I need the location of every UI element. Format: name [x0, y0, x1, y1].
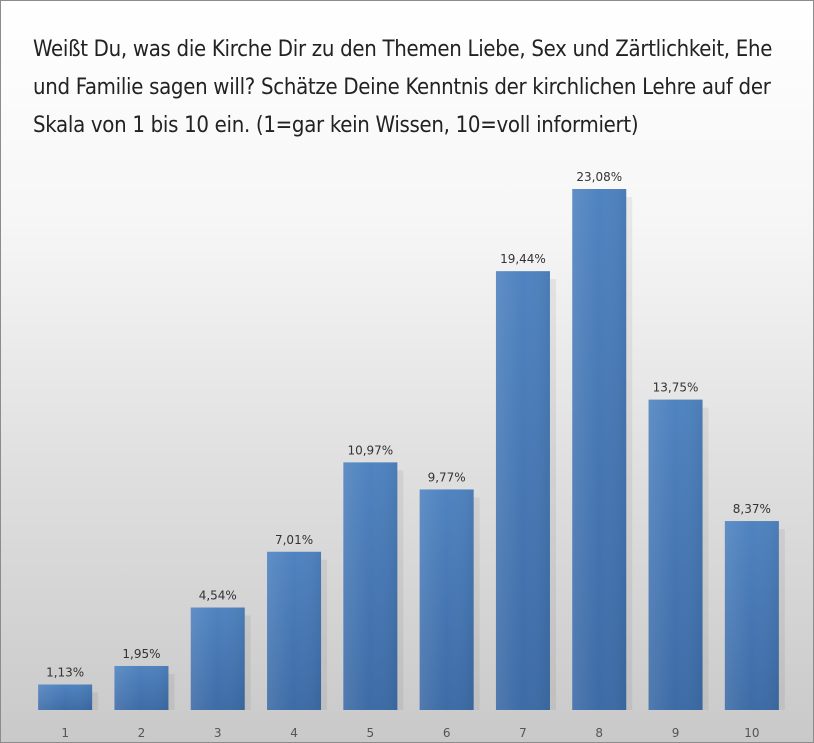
bar-highlight	[267, 551, 322, 710]
tick-label-7: 7	[519, 726, 527, 740]
data-label-5: 10,97%	[347, 443, 393, 457]
tick-label-9: 9	[672, 726, 680, 740]
bar-highlight	[190, 607, 245, 710]
bar-highlight	[419, 489, 474, 710]
tick-label-10: 10	[744, 726, 759, 740]
chart-title: Weißt Du, was die Kirche Dir zu den Them…	[33, 37, 773, 138]
data-labels: 1,13% 1,95% 4,54% 7,01% 10,97% 9,77% 19,44% 23,…	[46, 170, 771, 679]
tick-label-1: 1	[61, 726, 69, 740]
tick-label-3: 3	[214, 726, 222, 740]
bar-highlight	[495, 271, 550, 710]
bar-highlight	[648, 399, 703, 710]
data-label-3: 4,54%	[199, 589, 237, 603]
data-label-4: 7,01%	[275, 533, 313, 547]
data-label-9: 13,75%	[653, 381, 699, 395]
bar-highlight	[38, 684, 93, 710]
bar-highlight	[114, 665, 169, 710]
tick-label-2: 2	[138, 726, 146, 740]
x-axis-tick-labels: 1 2 3 4 5 6 7 8 9 10	[61, 726, 759, 740]
tick-label-6: 6	[443, 726, 451, 740]
bar-highlight	[724, 521, 779, 710]
data-label-2: 1,95%	[122, 647, 160, 661]
data-label-1: 1,13%	[46, 665, 84, 679]
data-label-6: 9,77%	[428, 470, 466, 484]
bars	[38, 189, 779, 710]
tick-label-5: 5	[367, 726, 375, 740]
tick-label-8: 8	[595, 726, 603, 740]
data-label-8: 23,08%	[576, 170, 622, 184]
data-label-7: 19,44%	[500, 252, 546, 266]
bar-highlight	[343, 462, 398, 710]
bar-highlight	[572, 189, 627, 710]
tick-label-4: 4	[290, 726, 298, 740]
data-label-10: 8,37%	[733, 502, 771, 516]
